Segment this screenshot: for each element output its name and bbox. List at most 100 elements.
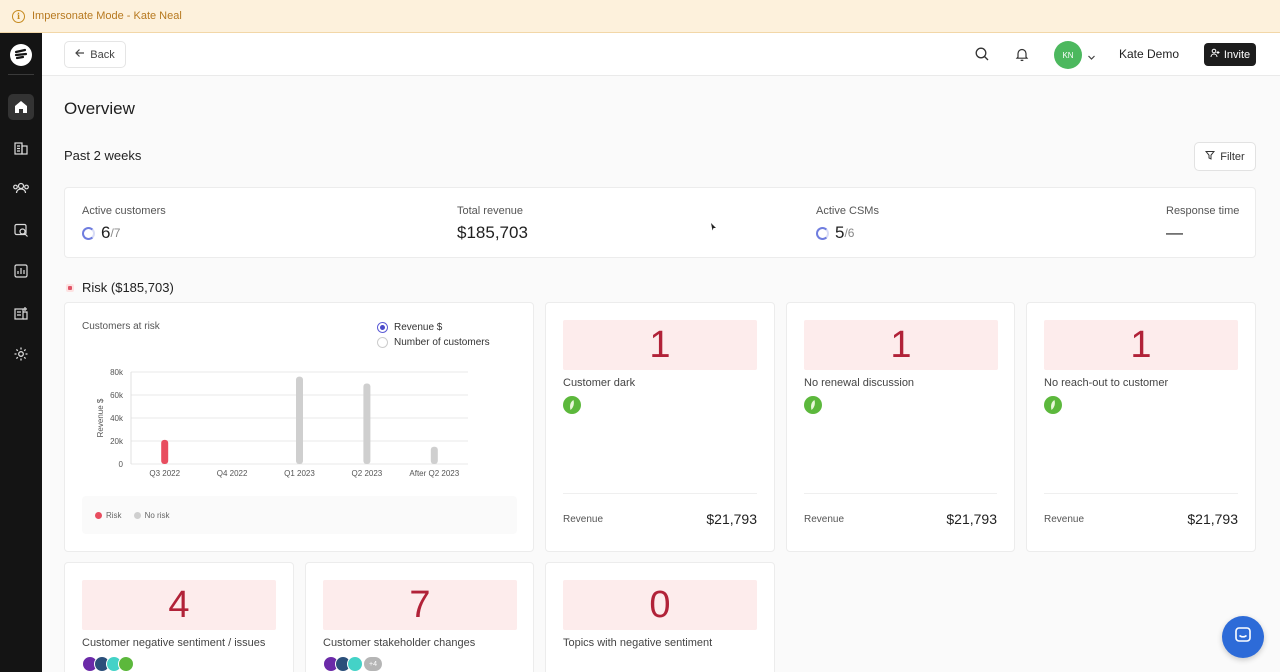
- card-divider: [563, 493, 757, 494]
- y-axis-label: Revenue $: [96, 398, 105, 437]
- more-customers-badge[interactable]: +4: [363, 656, 383, 672]
- avatar[interactable]: KN: [1054, 41, 1082, 69]
- customers-at-risk-card: Customers at risk Revenue $ Number of cu…: [64, 302, 534, 552]
- search-insights-icon[interactable]: [8, 217, 34, 243]
- y-tick-label: 0: [119, 460, 124, 469]
- analytics-icon[interactable]: [8, 258, 34, 284]
- stat-active-customers: Active customers 6 /7: [82, 205, 166, 243]
- playbooks-icon[interactable]: [8, 300, 34, 326]
- risk-title: Risk ($185,703): [82, 280, 174, 295]
- invite-button[interactable]: Invite: [1204, 43, 1256, 66]
- option-label: Revenue $: [394, 322, 443, 333]
- metric-label: No reach-out to customer: [1044, 377, 1169, 389]
- stat-denominator: /7: [110, 226, 121, 240]
- stat-active-csms: Active CSMs 5 /6: [816, 205, 879, 243]
- chevron-down-icon[interactable]: [1087, 49, 1096, 67]
- accounts-icon[interactable]: [8, 135, 34, 161]
- filter-label: Filter: [1220, 150, 1245, 163]
- chat-button[interactable]: [1222, 616, 1264, 658]
- metric-card-stakeholder-changes[interactable]: 7 Customer stakeholder changes +4: [305, 562, 534, 672]
- card-divider: [804, 493, 997, 494]
- settings-icon[interactable]: [8, 341, 34, 367]
- invite-label: Invite: [1223, 48, 1251, 61]
- customer-logo-icon[interactable]: [563, 396, 581, 414]
- y-tick-label: 80k: [110, 368, 124, 377]
- y-tick-label: 20k: [110, 437, 124, 446]
- customer-logo-icon[interactable]: [1044, 396, 1062, 414]
- chart-title: Customers at risk: [82, 321, 160, 332]
- filter-icon: [1205, 150, 1216, 163]
- metric-card-no-reach-out[interactable]: 1 No reach-out to customer Revenue $21,7…: [1026, 302, 1256, 552]
- back-label: Back: [90, 48, 115, 61]
- back-button[interactable]: Back: [64, 41, 126, 68]
- radio-selected[interactable]: [377, 322, 388, 333]
- metric-card-customer-dark[interactable]: 1 Customer dark Revenue $21,793: [545, 302, 775, 552]
- metric-count: 7: [323, 580, 517, 630]
- mouse-cursor-icon: [711, 223, 716, 231]
- metric-card-no-renewal[interactable]: 1 No renewal discussion Revenue $21,793: [786, 302, 1015, 552]
- bar-no-risk: [296, 376, 303, 464]
- metric-card-negative-sentiment[interactable]: 4 Customer negative sentiment / issues: [64, 562, 294, 672]
- filter-button[interactable]: Filter: [1194, 142, 1256, 171]
- customer-logo-icon[interactable]: [347, 656, 363, 672]
- home-icon[interactable]: [8, 94, 34, 120]
- legend-dot: [95, 511, 102, 519]
- metric-card-negative-topics[interactable]: 0 Topics with negative sentiment: [545, 562, 775, 672]
- metric-label: No renewal discussion: [804, 377, 915, 389]
- risk-bar-chart: 0 20k 40k 60k 80k Revenue $ Q3 2022 Q4 2022 Q1 2…: [96, 368, 468, 478]
- top-bar: Back KN Kate Demo Invite: [42, 33, 1280, 76]
- x-tick-label: After Q2 2023: [409, 469, 459, 478]
- legend-label: No risk: [144, 510, 170, 520]
- page-title: Overview: [64, 99, 135, 118]
- legend-no-risk[interactable]: No risk: [133, 510, 170, 520]
- impersonate-banner: i Impersonate Mode - Kate Neal: [0, 0, 1280, 33]
- metric-label: Customer negative sentiment / issues: [82, 637, 266, 649]
- x-tick-label: Q2 2023: [352, 469, 383, 478]
- stat-label: Response time: [1166, 205, 1240, 217]
- revenue-value: $21,793: [946, 511, 997, 527]
- bar-no-risk: [363, 383, 371, 464]
- search-icon[interactable]: [974, 46, 990, 62]
- chat-icon: [1233, 625, 1253, 650]
- stat-label: Total revenue: [457, 205, 524, 217]
- x-tick-label: Q1 2023: [284, 469, 315, 478]
- legend-risk[interactable]: Risk: [95, 511, 122, 520]
- metric-count: 1: [1044, 320, 1238, 370]
- metric-label: Customer dark: [563, 377, 636, 389]
- option-revenue[interactable]: Revenue $: [377, 322, 442, 333]
- option-label: Number of customers: [394, 337, 490, 348]
- revenue-value: $21,793: [1187, 511, 1238, 527]
- revenue-label: Revenue: [1044, 514, 1085, 525]
- metric-count: 4: [82, 580, 276, 630]
- customers-icon[interactable]: [8, 175, 34, 201]
- metric-label: Customer stakeholder changes: [323, 637, 476, 649]
- bell-icon[interactable]: [1014, 46, 1030, 62]
- radio-unselected[interactable]: [377, 337, 388, 348]
- metric-count: 1: [563, 320, 757, 370]
- chart-legend: Risk No risk: [82, 496, 517, 534]
- bar-no-risk: [430, 446, 438, 464]
- revenue-value: $21,793: [706, 511, 757, 527]
- stat-value: 5: [835, 223, 845, 242]
- sidebar-divider: [8, 74, 34, 75]
- stat-total-revenue: Total revenue $185,703: [457, 205, 528, 243]
- period-label: Past 2 weeks: [64, 148, 142, 163]
- app-logo[interactable]: [10, 44, 32, 66]
- stat-response-time: Response time —: [1166, 205, 1239, 243]
- revenue-label: Revenue: [804, 514, 845, 525]
- legend-dot: [133, 511, 141, 519]
- customer-logo-icon[interactable]: [118, 656, 134, 672]
- risk-section-title: Risk ($185,703): [66, 280, 174, 295]
- sidebar: [0, 33, 42, 672]
- customer-logo-icon[interactable]: [804, 396, 822, 414]
- legend-label: Risk: [106, 510, 122, 520]
- metric-count: 0: [563, 580, 757, 630]
- impersonate-text: Impersonate Mode - Kate Neal: [32, 10, 182, 22]
- metric-count: 1: [804, 320, 998, 370]
- add-user-icon: [1210, 48, 1220, 61]
- y-tick-label: 60k: [110, 391, 124, 400]
- progress-ring-icon: [816, 226, 829, 240]
- option-number-of-customers[interactable]: Number of customers: [377, 337, 490, 348]
- user-name[interactable]: Kate Demo: [1119, 47, 1180, 61]
- stat-value: —: [1166, 223, 1183, 242]
